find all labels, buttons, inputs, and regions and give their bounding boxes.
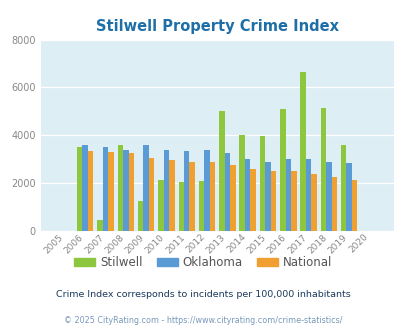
Bar [169, 160, 174, 231]
Bar [340, 145, 345, 231]
Text: © 2025 CityRating.com - https://www.cityrating.com/crime-statistics/: © 2025 CityRating.com - https://www.city… [64, 316, 341, 325]
Legend: Stilwell, Oklahoma, National: Stilwell, Oklahoma, National [69, 252, 336, 274]
Bar [82, 145, 88, 231]
Bar [143, 145, 149, 231]
Bar [264, 162, 270, 231]
Bar [279, 109, 285, 231]
Bar [311, 174, 316, 231]
Bar [224, 153, 230, 231]
Bar [102, 147, 108, 231]
Bar [244, 159, 250, 231]
Text: Crime Index corresponds to incidents per 100,000 inhabitants: Crime Index corresponds to incidents per… [55, 290, 350, 299]
Bar [259, 137, 264, 231]
Bar [149, 158, 154, 231]
Bar [163, 150, 169, 231]
Bar [219, 112, 224, 231]
Bar [285, 159, 290, 231]
Bar [320, 108, 325, 231]
Bar [250, 169, 255, 231]
Bar [97, 220, 102, 231]
Bar [300, 72, 305, 231]
Bar [198, 181, 204, 231]
Bar [189, 162, 194, 231]
Bar [230, 165, 235, 231]
Bar [108, 152, 113, 231]
Bar [345, 163, 351, 231]
Bar [270, 171, 275, 231]
Title: Stilwell Property Crime Index: Stilwell Property Crime Index [96, 19, 338, 34]
Bar [290, 171, 296, 231]
Bar [88, 151, 93, 231]
Bar [325, 162, 331, 231]
Bar [305, 159, 311, 231]
Bar [239, 135, 244, 231]
Bar [128, 153, 134, 231]
Bar [351, 180, 356, 231]
Bar [117, 145, 123, 231]
Bar [77, 147, 82, 231]
Bar [183, 151, 189, 231]
Bar [178, 182, 183, 231]
Bar [209, 162, 215, 231]
Bar [331, 177, 336, 231]
Bar [158, 180, 163, 231]
Bar [123, 150, 128, 231]
Bar [204, 150, 209, 231]
Bar [138, 201, 143, 231]
